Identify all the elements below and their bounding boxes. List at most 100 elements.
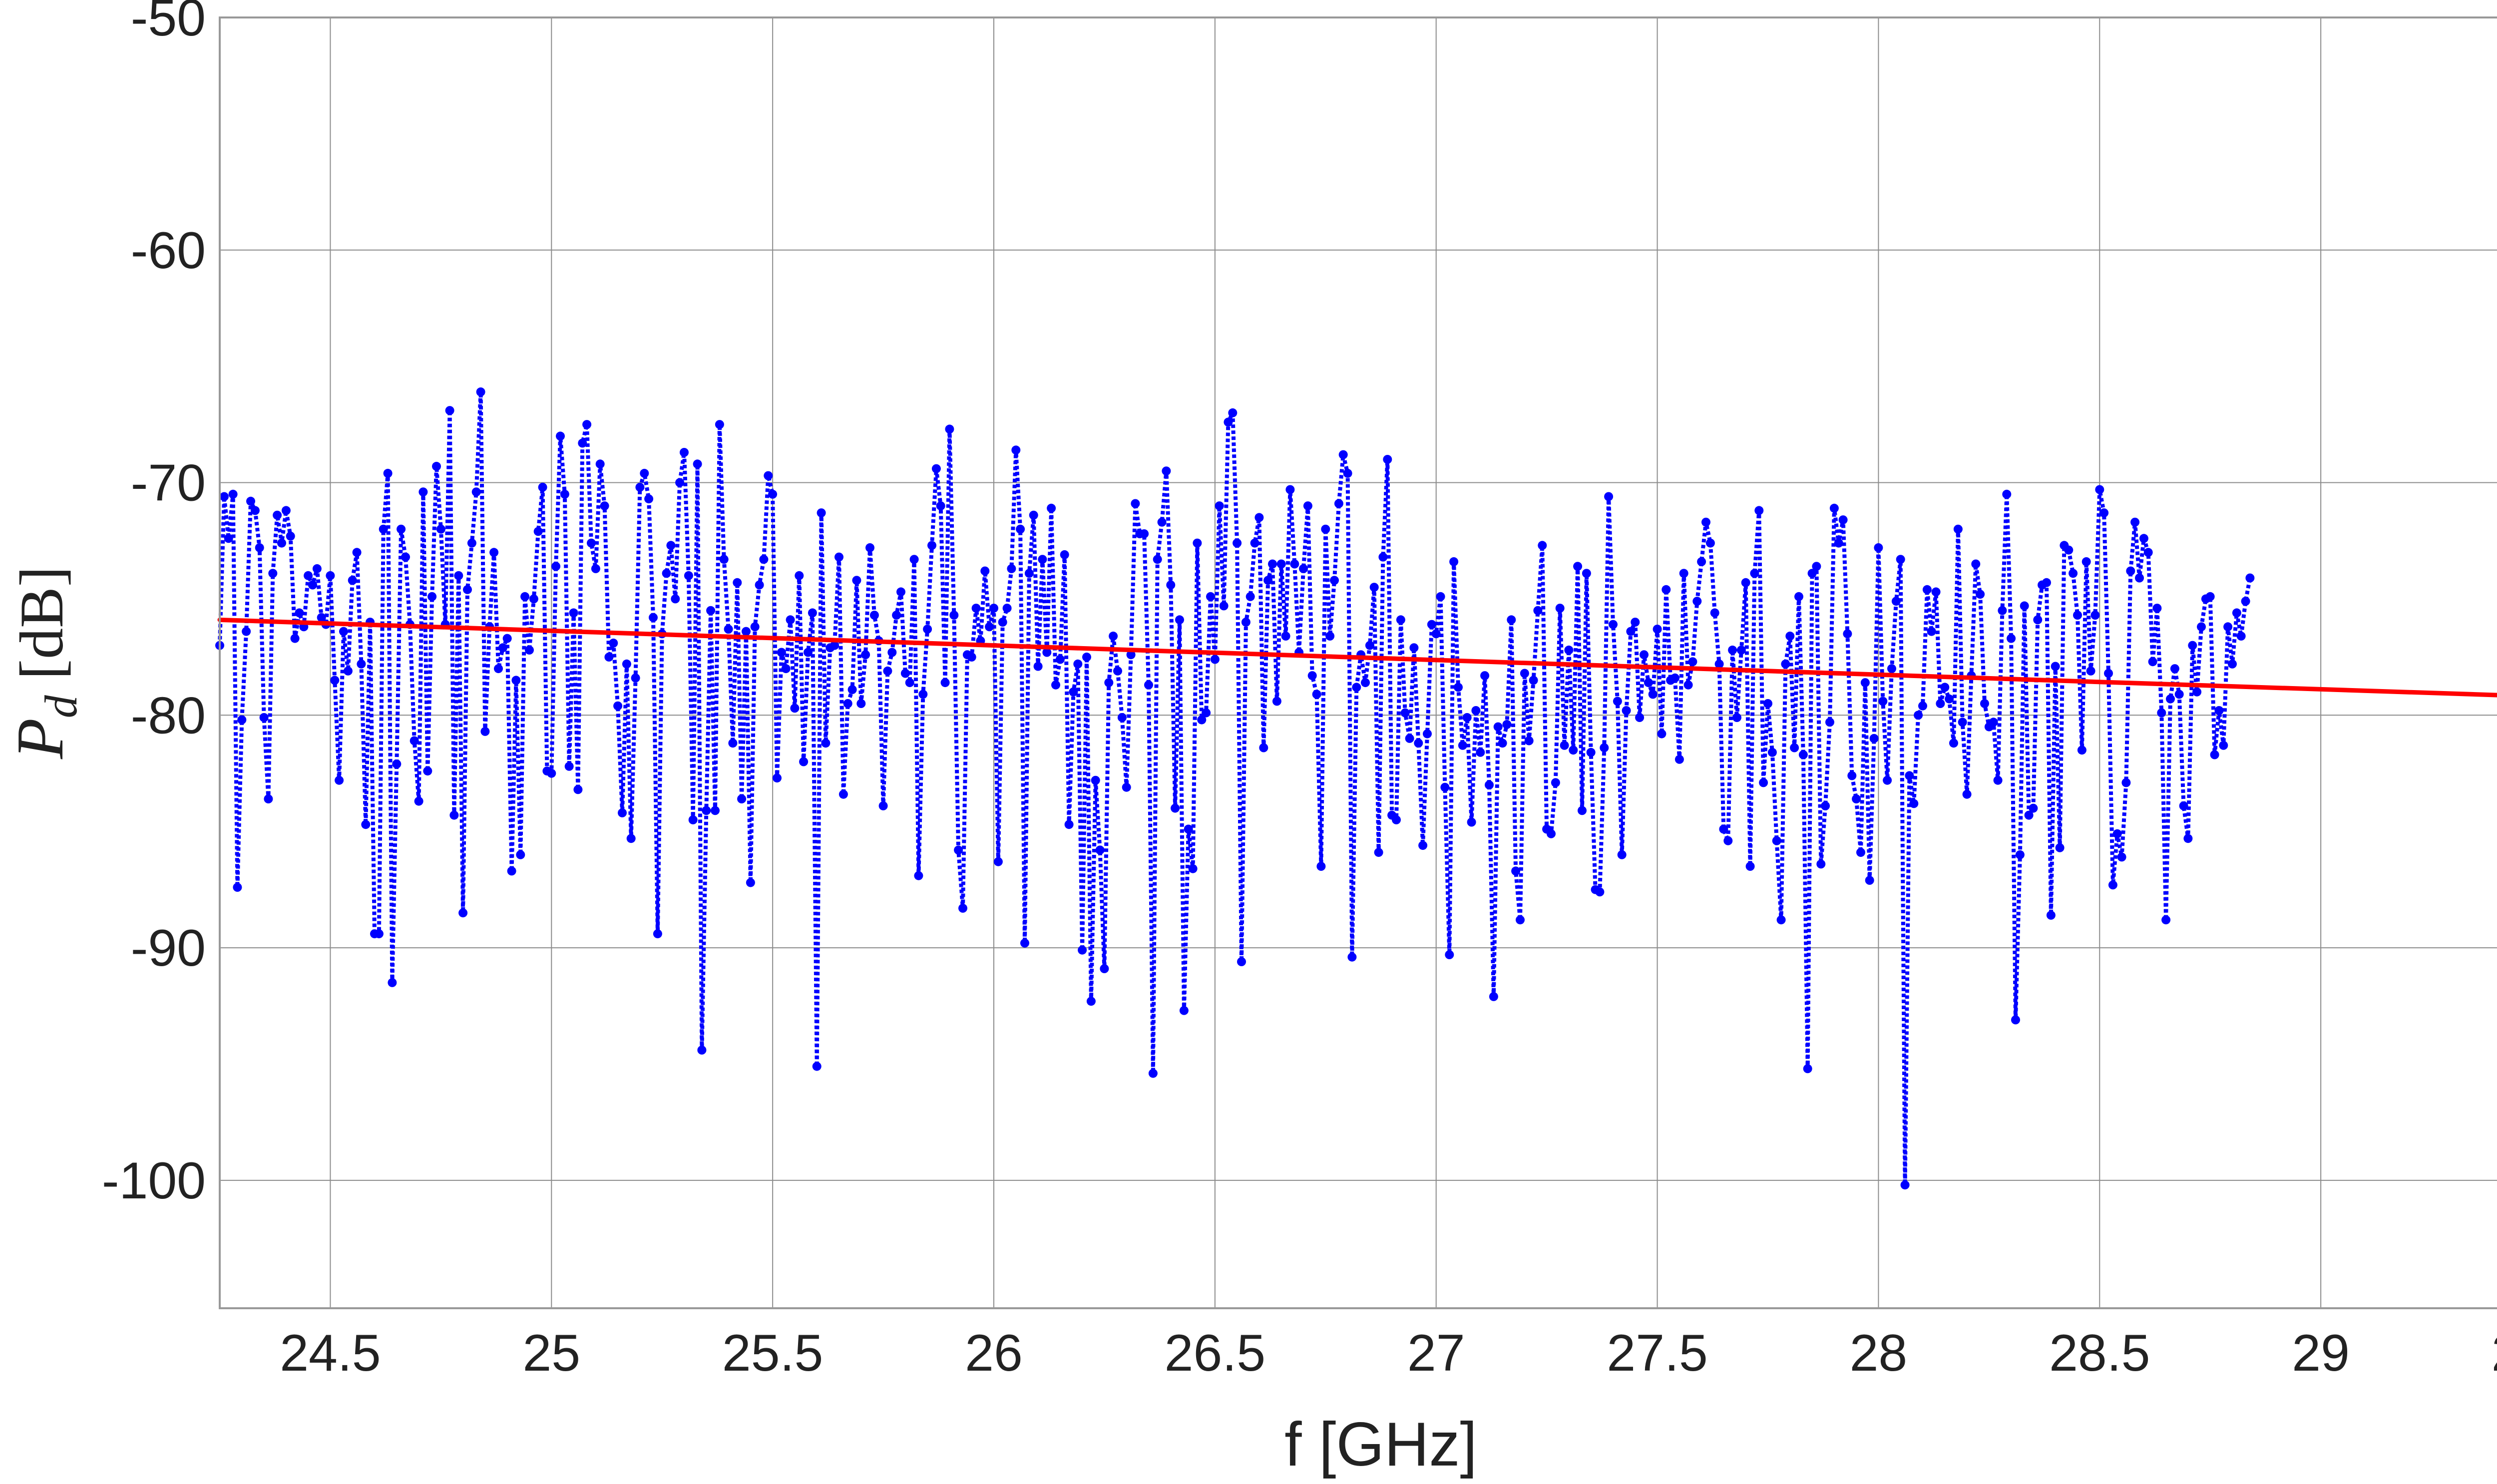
data-point xyxy=(339,627,348,636)
data-point xyxy=(1754,506,1764,515)
data-point xyxy=(1498,739,1507,748)
data-point xyxy=(746,878,755,887)
data-point xyxy=(1622,706,1631,715)
data-point xyxy=(2152,604,2162,613)
data-point xyxy=(2007,634,2016,643)
x-tick-label: 29 xyxy=(2292,1324,2350,1382)
data-point xyxy=(357,659,366,669)
data-point xyxy=(1427,620,1436,629)
data-point xyxy=(1162,466,1171,476)
data-point xyxy=(1383,455,1392,464)
data-point xyxy=(1745,862,1755,871)
data-point xyxy=(295,608,304,618)
data-point xyxy=(343,666,353,676)
data-point xyxy=(498,643,507,653)
data-point xyxy=(268,569,278,578)
data-point xyxy=(936,501,945,511)
data-point xyxy=(2090,611,2100,620)
data-point xyxy=(1847,771,1857,780)
data-point xyxy=(449,810,459,820)
data-point xyxy=(764,471,773,480)
data-point xyxy=(1113,666,1122,676)
data-point xyxy=(1918,701,1927,711)
data-point xyxy=(1909,799,1919,808)
data-point xyxy=(1971,559,1981,569)
data-point xyxy=(768,489,778,499)
data-point xyxy=(1949,739,1958,748)
data-point xyxy=(1064,820,1074,829)
data-point xyxy=(507,866,516,876)
data-point xyxy=(1405,734,1414,743)
data-point xyxy=(374,929,384,939)
data-point xyxy=(2086,666,2095,676)
x-tick-label: 28 xyxy=(1850,1324,1908,1382)
data-point xyxy=(595,459,605,469)
data-point xyxy=(1016,524,1025,534)
data-point xyxy=(1670,673,1679,683)
data-point xyxy=(887,648,897,657)
data-point xyxy=(1157,517,1167,527)
data-point xyxy=(2241,597,2250,606)
data-point xyxy=(1914,711,1923,720)
data-point xyxy=(556,431,565,441)
data-point xyxy=(1202,708,1211,718)
data-point xyxy=(2108,880,2117,890)
data-point xyxy=(1551,778,1560,787)
data-point xyxy=(414,796,423,806)
data-point xyxy=(1290,559,1299,569)
data-point xyxy=(250,506,260,515)
data-point xyxy=(1865,876,1874,885)
data-point xyxy=(1352,683,1361,692)
data-point xyxy=(259,713,269,722)
measured-series-markers xyxy=(215,387,2255,1190)
data-point xyxy=(755,580,764,590)
data-point xyxy=(2232,608,2241,618)
data-point xyxy=(1705,538,1715,548)
data-point xyxy=(1471,706,1481,715)
data-point xyxy=(520,592,530,601)
data-point xyxy=(945,424,954,434)
data-point xyxy=(1502,720,1512,729)
x-tick-label: 25 xyxy=(522,1324,580,1382)
data-point xyxy=(529,594,538,604)
data-point xyxy=(2081,557,2091,566)
data-point xyxy=(1798,750,1808,759)
data-point xyxy=(883,666,892,676)
data-point xyxy=(547,768,556,778)
data-point xyxy=(1653,625,1662,634)
data-point xyxy=(1781,659,1790,669)
data-point xyxy=(1131,499,1140,508)
data-point xyxy=(1423,729,1432,739)
data-point xyxy=(1246,592,1255,601)
data-point xyxy=(1458,741,1467,750)
data-point xyxy=(1714,659,1724,669)
data-point xyxy=(2033,615,2043,625)
data-point xyxy=(1595,887,1605,897)
data-point xyxy=(392,759,402,769)
data-point xyxy=(662,569,671,578)
y-tick-label: -90 xyxy=(131,919,206,977)
data-point xyxy=(1860,678,1870,688)
data-point xyxy=(1091,775,1100,785)
data-point xyxy=(1821,801,1830,810)
data-point xyxy=(684,571,693,580)
data-point xyxy=(1812,562,1821,571)
data-point xyxy=(1989,718,1998,727)
data-point xyxy=(2073,611,2082,620)
data-point xyxy=(224,534,233,543)
data-point xyxy=(2179,801,2188,810)
data-point xyxy=(326,571,335,580)
data-point xyxy=(2228,659,2237,669)
data-point xyxy=(728,739,738,748)
data-point xyxy=(427,592,437,601)
data-point xyxy=(635,482,645,492)
data-point xyxy=(1276,559,1286,569)
data-point xyxy=(246,496,255,506)
data-point xyxy=(516,850,525,859)
data-point xyxy=(1011,445,1021,455)
y-axis-label: Pd [dB] xyxy=(3,566,86,759)
data-point xyxy=(1254,513,1264,522)
data-point xyxy=(1776,915,1786,925)
data-point xyxy=(985,622,994,632)
